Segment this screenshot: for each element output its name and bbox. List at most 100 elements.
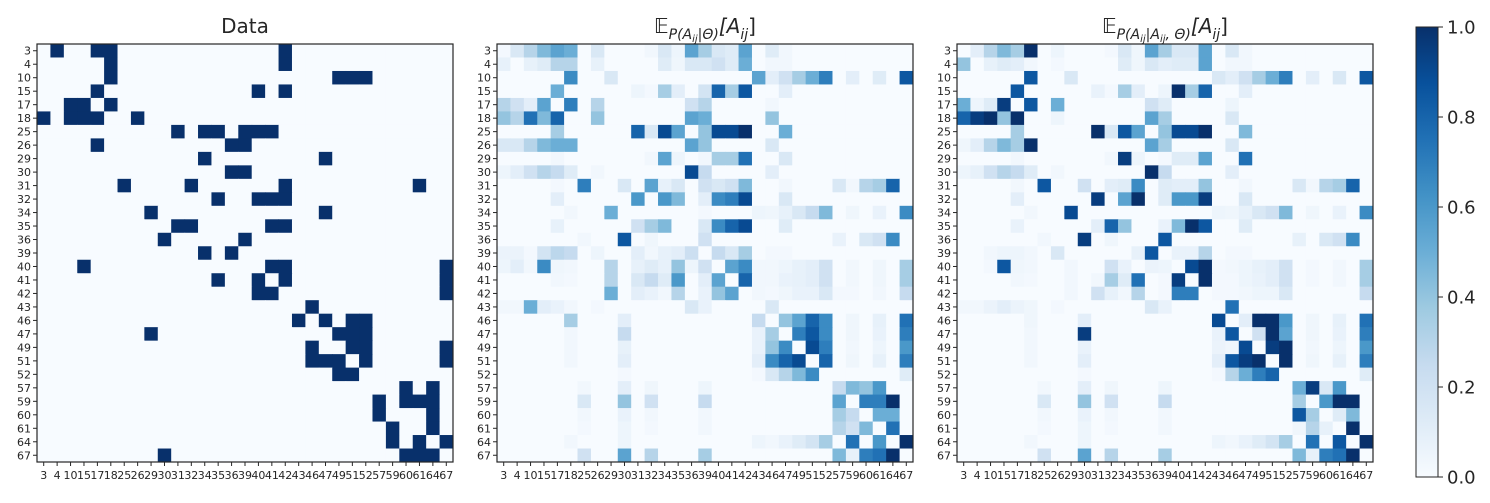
y-tick-label: 60 <box>17 409 31 422</box>
heatmap-cell <box>1091 448 1106 463</box>
heatmap-cell <box>1171 138 1186 153</box>
heatmap-cell <box>564 57 579 72</box>
colorbar-tick-label: 1.0 <box>1447 18 1476 39</box>
heatmap-cell <box>970 273 985 288</box>
heatmap-cell <box>658 44 672 58</box>
heatmap-cell <box>412 435 427 450</box>
heatmap-cell <box>644 421 659 436</box>
heatmap-cell <box>104 340 119 355</box>
heatmap-cell <box>1346 354 1361 369</box>
heatmap-cell <box>265 448 280 463</box>
heatmap-cell <box>251 354 266 369</box>
heatmap-cell <box>738 408 753 423</box>
heatmap-cell <box>550 367 565 382</box>
heatmap-cell <box>510 124 525 139</box>
heatmap-cell <box>983 273 998 288</box>
heatmap-cell <box>198 178 212 193</box>
heatmap-cell <box>859 246 874 261</box>
heatmap-cell <box>1144 313 1159 328</box>
heatmap-cell <box>658 84 672 99</box>
heatmap-cell <box>130 354 145 369</box>
heatmap-cell <box>1346 232 1361 247</box>
heatmap-cell <box>291 394 306 409</box>
heatmap-cell <box>644 165 659 180</box>
heatmap-cell <box>886 84 901 99</box>
heatmap-cell <box>1104 381 1119 396</box>
heatmap-cell <box>157 151 172 166</box>
heatmap-cell <box>251 44 266 58</box>
heatmap-cell <box>198 246 212 261</box>
heatmap-cell <box>631 151 646 166</box>
heatmap-cell <box>1064 381 1079 396</box>
heatmap-cell <box>832 165 847 180</box>
heatmap-cell <box>1064 84 1079 99</box>
heatmap-cell <box>698 138 713 153</box>
heatmap-cell <box>211 97 226 112</box>
heatmap-cell <box>1279 165 1293 180</box>
y-tick-label: 51 <box>937 355 951 368</box>
heatmap-cell <box>577 327 592 342</box>
heatmap-cell <box>345 408 360 423</box>
x-tick-label: 61 <box>1332 469 1346 482</box>
heatmap-cell <box>130 124 145 139</box>
heatmap-cell <box>564 111 579 126</box>
heatmap-cell <box>345 273 360 288</box>
heatmap-cell <box>792 84 807 99</box>
heatmap-cell <box>983 97 998 112</box>
heatmap-cell <box>1091 246 1106 261</box>
heatmap-cell <box>899 448 914 463</box>
heatmap-cell <box>1010 273 1025 288</box>
heatmap-cell <box>291 151 306 166</box>
heatmap-cell <box>765 421 780 436</box>
heatmap-cell <box>1225 408 1240 423</box>
heatmap-cell <box>224 340 239 355</box>
y-tick-label: 25 <box>17 126 31 139</box>
heatmap-cell <box>1144 246 1159 261</box>
heatmap-cell <box>1238 367 1253 382</box>
heatmap-cell <box>399 70 414 85</box>
heatmap-cell <box>37 259 51 274</box>
heatmap-cell <box>37 246 51 261</box>
heatmap-cell <box>658 219 672 234</box>
heatmap-cell <box>399 111 414 126</box>
heatmap-cell <box>590 84 605 99</box>
heatmap-cell <box>224 192 239 207</box>
heatmap-cell <box>970 259 985 274</box>
heatmap-cell <box>372 246 387 261</box>
heatmap-cell <box>251 435 266 450</box>
heatmap-cell <box>564 448 579 463</box>
heatmap-cell <box>1171 327 1186 342</box>
heatmap-cell <box>1131 205 1146 220</box>
heatmap-cell <box>1024 57 1039 72</box>
heatmap-cell <box>819 367 833 382</box>
heatmap-cell <box>1198 205 1213 220</box>
heatmap-cell <box>1292 408 1307 423</box>
heatmap-cell <box>1359 151 1374 166</box>
heatmap-cell <box>90 219 105 234</box>
heatmap-cell <box>238 421 253 436</box>
heatmap-cell <box>265 273 280 288</box>
heatmap-cell <box>590 354 605 369</box>
heatmap-cell <box>997 44 1012 58</box>
heatmap-cell <box>617 97 632 112</box>
heatmap-cell <box>1050 327 1065 342</box>
heatmap-cell <box>1346 165 1361 180</box>
heatmap-cell <box>372 340 387 355</box>
heatmap-cell <box>399 448 414 463</box>
heatmap-cell <box>238 448 253 463</box>
heatmap-cell <box>765 44 780 58</box>
heatmap-cell <box>1319 435 1334 450</box>
heatmap-cell <box>1279 394 1293 409</box>
heatmap-cell <box>819 300 833 315</box>
heatmap-cell <box>537 205 552 220</box>
heatmap-cell <box>104 408 119 423</box>
heatmap-cell <box>886 381 901 396</box>
heatmap-cell <box>37 354 51 369</box>
y-tick-label: 57 <box>17 382 31 395</box>
heatmap-cell <box>738 259 753 274</box>
heatmap-cell <box>198 70 212 85</box>
heatmap-cell <box>345 286 360 301</box>
heatmap-cell <box>1118 367 1132 382</box>
colorbar-tick-label: 0.6 <box>1447 198 1476 219</box>
heatmap-cell <box>90 354 105 369</box>
